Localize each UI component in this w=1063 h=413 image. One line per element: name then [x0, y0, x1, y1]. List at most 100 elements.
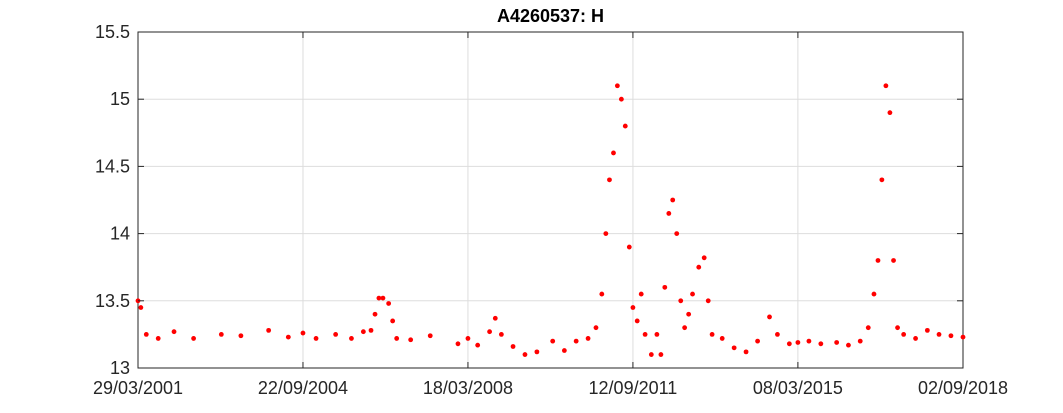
data-point	[846, 342, 851, 348]
data-point	[611, 150, 616, 156]
data-point	[648, 352, 654, 357]
data-point	[678, 298, 684, 304]
data-point	[360, 329, 366, 335]
data-series	[135, 83, 966, 357]
y-tick-label: 15	[110, 89, 130, 109]
y-tick-label: 14.5	[95, 156, 130, 176]
data-point	[690, 291, 695, 297]
data-point	[879, 177, 885, 183]
data-point	[372, 311, 378, 317]
data-point	[510, 344, 516, 349]
data-point	[871, 291, 877, 297]
x-tick-label: 08/03/2015	[753, 378, 843, 398]
data-point	[191, 336, 196, 341]
data-point	[731, 345, 737, 351]
data-point	[408, 337, 414, 343]
data-point	[171, 329, 177, 335]
data-point	[875, 258, 881, 263]
data-point	[522, 352, 528, 357]
data-point	[386, 301, 392, 306]
data-point	[626, 244, 632, 250]
x-tick-label: 18/03/2008	[423, 378, 513, 398]
data-point	[686, 311, 692, 317]
data-point	[313, 336, 319, 341]
data-point	[775, 332, 780, 337]
data-point	[622, 123, 628, 129]
data-point	[948, 333, 954, 339]
x-tick-label: 29/03/2001	[93, 378, 183, 398]
data-point	[380, 295, 386, 301]
data-point	[857, 338, 863, 344]
y-tick-label: 14	[110, 224, 130, 244]
data-point	[487, 329, 492, 335]
data-point	[786, 341, 792, 347]
data-point	[834, 340, 840, 345]
data-point	[218, 332, 224, 337]
data-point	[674, 231, 680, 237]
data-point	[376, 295, 382, 301]
data-point	[585, 336, 591, 341]
data-point	[895, 325, 900, 331]
data-point	[755, 338, 760, 344]
data-point	[670, 197, 676, 203]
data-point	[891, 258, 896, 263]
data-point	[573, 338, 579, 344]
data-point	[682, 325, 688, 331]
y-tick-label: 15.5	[95, 22, 130, 42]
data-point	[368, 327, 374, 333]
data-point	[883, 83, 889, 89]
data-point	[638, 291, 644, 297]
grid	[137, 31, 964, 369]
data-point	[475, 342, 481, 348]
data-point	[349, 336, 354, 341]
data-point	[138, 305, 144, 310]
data-point	[924, 327, 930, 333]
data-point	[767, 314, 772, 320]
data-point	[285, 334, 291, 340]
data-point	[427, 333, 433, 339]
y-axis: 13 13.5 14 14.5 15 15.5	[95, 22, 963, 378]
data-point	[238, 333, 244, 339]
data-point	[634, 318, 640, 324]
data-point	[492, 315, 498, 321]
data-point	[618, 96, 624, 102]
data-point	[701, 255, 707, 261]
data-point	[394, 336, 400, 341]
data-point	[561, 348, 567, 353]
data-point	[818, 341, 824, 347]
data-point	[534, 349, 540, 355]
data-point	[465, 336, 471, 341]
x-tick-label: 22/09/2004	[258, 378, 348, 398]
data-point	[960, 334, 966, 340]
data-point	[887, 110, 893, 116]
data-point	[300, 330, 306, 336]
data-point	[550, 338, 556, 344]
data-point	[390, 318, 396, 324]
data-point	[155, 336, 161, 341]
y-tick-label: 13.5	[95, 291, 130, 311]
data-point	[603, 231, 609, 237]
x-axis: 29/03/2001 22/09/2004 18/03/2008 12/09/2011…	[93, 32, 1008, 398]
data-point	[266, 327, 272, 333]
plot-frame	[137, 31, 964, 369]
data-point	[455, 341, 461, 347]
data-point	[719, 336, 725, 341]
x-tick-label: 02/09/2018	[918, 378, 1008, 398]
data-point	[795, 340, 801, 345]
data-point	[696, 264, 702, 270]
data-point	[666, 211, 672, 216]
data-point	[642, 332, 648, 337]
data-point	[865, 325, 871, 331]
data-point	[630, 305, 636, 310]
data-point	[599, 291, 605, 297]
data-point	[614, 83, 620, 89]
data-point	[654, 332, 660, 337]
data-point	[936, 332, 942, 337]
data-point	[901, 332, 907, 337]
data-point	[498, 332, 504, 337]
data-point	[662, 284, 668, 290]
chart-title: A4260537: H	[496, 6, 605, 26]
data-point	[705, 298, 711, 304]
